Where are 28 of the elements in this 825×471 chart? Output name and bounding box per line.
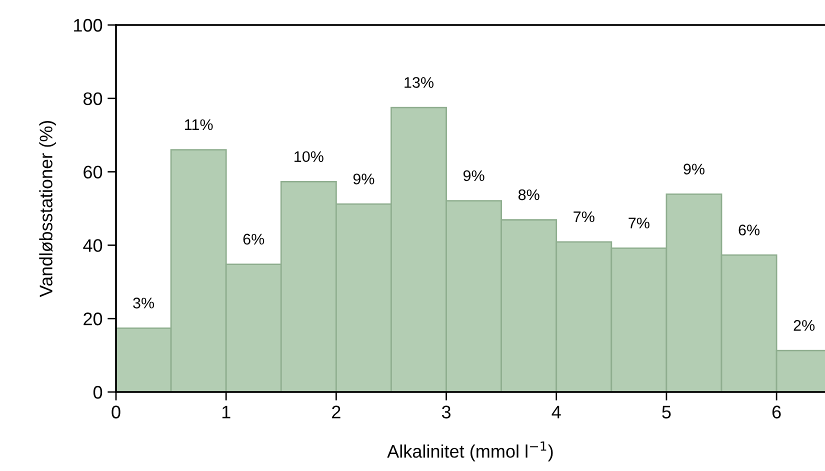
annotation: 11% xyxy=(185,119,213,130)
y-tick-label: 100 xyxy=(74,18,102,32)
annotation: 9% xyxy=(463,170,484,182)
y-tick-label: 20 xyxy=(84,312,102,326)
annotation: 2% xyxy=(794,320,815,331)
x-tick-label: 6 xyxy=(772,406,781,418)
x-tick-label: 4 xyxy=(552,406,561,418)
y-tick-label: 0 xyxy=(93,386,102,399)
annotation: 9% xyxy=(353,174,374,184)
x-tick-label: 1 xyxy=(222,406,230,418)
annotation: 13% xyxy=(404,77,434,88)
annotation: 8% xyxy=(518,189,540,200)
x-tick-label: 3 xyxy=(442,406,451,418)
x-axis-title: Alkalinitet (mmol l$^{−1}$) xyxy=(387,441,553,462)
x-tick-label: 5 xyxy=(662,406,671,418)
annotation: 3% xyxy=(133,298,154,308)
annotation: 10% xyxy=(294,151,324,162)
annotation: 7% xyxy=(628,218,650,228)
annotation: 7% xyxy=(574,211,594,222)
x-tick-label: 2 xyxy=(332,406,340,418)
y-tick-label: 40 xyxy=(83,239,102,252)
x-tick-label: 0 xyxy=(112,406,120,418)
y-tick-label: 80 xyxy=(84,92,102,106)
annotation: 6% xyxy=(243,234,264,245)
y-tick-label: 60 xyxy=(84,166,102,179)
annotation: 6% xyxy=(738,224,760,236)
y-axis-title: Vandløbsstationer (%) xyxy=(39,120,56,298)
annotation: 9% xyxy=(684,164,704,174)
